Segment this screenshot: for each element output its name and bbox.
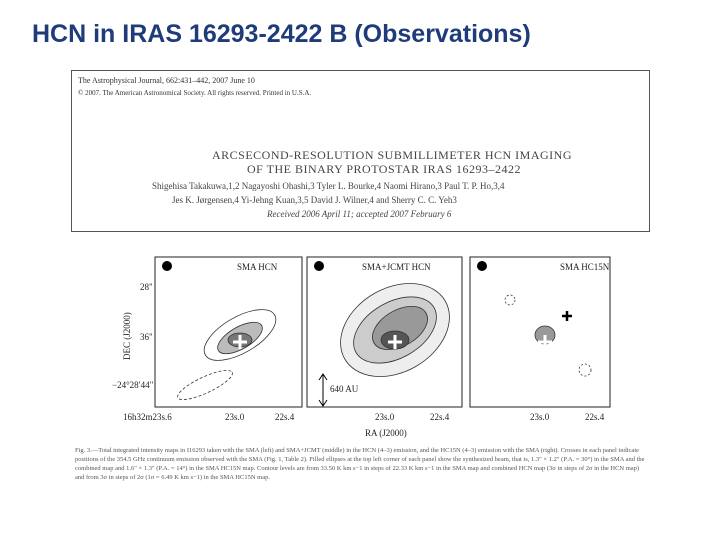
x-tick-label: 23s.0	[375, 412, 395, 422]
authors-line: Jes K. Jørgensen,4 Yi-Jehng Kuan,3,5 Dav…	[172, 195, 457, 205]
journal-line: The Astrophysical Journal, 662:431–442, …	[78, 76, 255, 85]
x-tick-label: 22s.4	[585, 412, 605, 422]
panel-label: SMA HCN	[237, 262, 278, 272]
x-tick-label: 23s.0	[530, 412, 550, 422]
y-tick-label: 36"	[140, 332, 153, 342]
panel-frame	[154, 256, 303, 408]
panel-frame	[469, 256, 611, 408]
cross	[562, 311, 572, 321]
beam	[314, 261, 324, 271]
paper-title-line: ARCSECOND-RESOLUTION SUBMILLIMETER HCN I…	[212, 148, 572, 162]
beam	[477, 261, 487, 271]
contours	[177, 283, 592, 401]
contour	[177, 369, 233, 401]
cross	[538, 335, 552, 349]
y-tick-label: −24°28′44"	[112, 380, 154, 390]
panel-frame	[306, 256, 463, 408]
paper-title-line: OF THE BINARY PROTOSTAR IRAS 16293–2422	[247, 162, 522, 176]
figure-caption: Fig. 3.—Total integrated intensity maps …	[75, 447, 645, 481]
panel-label: SMA HC15N	[560, 262, 610, 272]
authors-line: Shigehisa Takakuwa,1,2 Nagayoshi Ohashi,…	[152, 181, 505, 191]
scale-bar	[318, 373, 328, 407]
contour	[578, 363, 592, 377]
contour	[504, 294, 516, 306]
panel-label: SMA+JCMT HCN	[362, 262, 431, 272]
figure: 640 AU SMA HCN SMA+JCMT HCN SMA HC15N 28…	[112, 256, 611, 438]
crosses	[233, 335, 552, 349]
x-tick-label: 22s.4	[430, 412, 450, 422]
cross	[388, 335, 402, 349]
received-line: Received 2006 April 11; accepted 2007 Fe…	[267, 209, 452, 219]
scale-bar-label: 640 AU	[330, 384, 359, 394]
beams	[162, 261, 487, 271]
y-tick-label: 28"	[140, 282, 153, 292]
x-tick-label: 22s.4	[275, 412, 295, 422]
beam	[162, 261, 172, 271]
contour	[203, 309, 277, 361]
y-axis-label: DEC (J2000)	[122, 312, 132, 360]
paper-header: The Astrophysical Journal, 662:431–442, …	[71, 70, 650, 232]
x-axis-label: RA (J2000)	[365, 428, 407, 438]
slide-title: HCN in IRAS 16293-2422 B (Observations)	[32, 20, 531, 48]
cross	[233, 335, 247, 349]
x-tick-label: 23s.0	[225, 412, 245, 422]
panel-frames	[154, 256, 611, 408]
copyright: © 2007. The American Astronomical Societ…	[78, 89, 312, 97]
x-tick-label: 16h32m23s.6	[123, 412, 172, 422]
